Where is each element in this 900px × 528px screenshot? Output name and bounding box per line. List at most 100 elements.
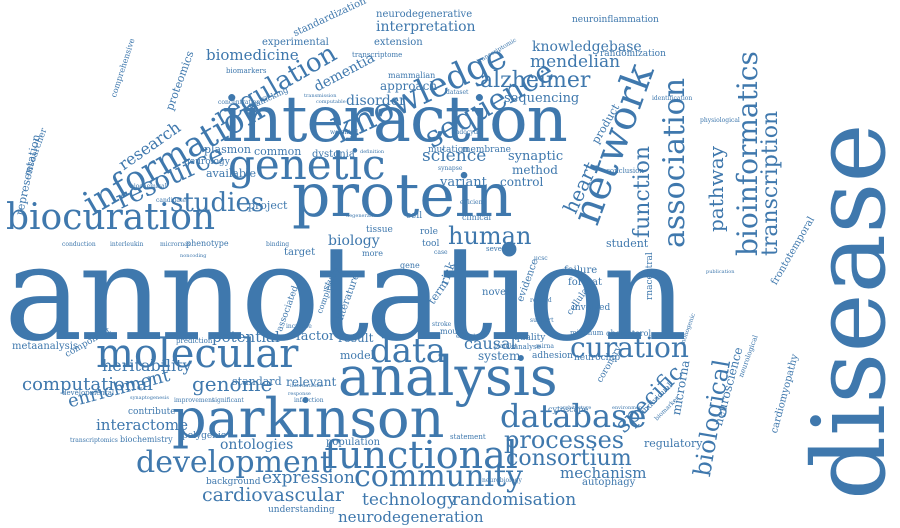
word-available: available [206, 167, 256, 180]
word-neurochip: neurochip [574, 353, 621, 363]
word-processes: processes [504, 426, 625, 454]
word-synapse: synapse [438, 165, 463, 172]
word-computable: computable [316, 99, 346, 105]
word-model: model [340, 349, 375, 362]
word-transcriptome: transcriptome [352, 51, 403, 59]
word-analysis: analysis [338, 345, 558, 408]
word-system: system [478, 349, 521, 363]
word-student: student [606, 237, 649, 250]
word-architecture: architecture [560, 405, 592, 411]
word-biomedicine: biomedicine [206, 46, 299, 64]
word-mechanism: mechanism [560, 464, 647, 482]
word-identification: identification [652, 95, 693, 102]
word-metaanalysis: metaanalysis [12, 341, 79, 352]
word-conclusion: conclusion [606, 167, 644, 175]
word-related: related [530, 297, 552, 304]
word-more: more [362, 249, 383, 258]
word-significant: significant [212, 397, 244, 404]
word-support: support [530, 317, 554, 324]
word-biology: biology [328, 233, 380, 249]
word-mirna: mirna [536, 343, 554, 350]
word-membrane: membrane [462, 145, 511, 155]
word-relevant: relevant [286, 375, 337, 389]
word-ucsc: ucsc [534, 255, 548, 262]
word-data: data [370, 331, 446, 371]
word-population: population [326, 437, 381, 448]
word-heritability: heritability [102, 356, 192, 375]
word-mutation: mutation [428, 145, 470, 155]
word-mammalian: mammalian [388, 71, 436, 80]
word-method: method [512, 163, 558, 177]
word-molecular: molecular [96, 331, 299, 377]
word-adhesion: adhesion [532, 351, 573, 361]
word-cytoscape: cytoscape [548, 405, 589, 414]
word-biochemistry: biochemistry [120, 435, 173, 444]
word-variant: variant [440, 175, 487, 190]
word-candidate: candidate [156, 197, 186, 204]
word-pathway: pathway [704, 146, 728, 232]
word-mouse: mouse [440, 327, 467, 336]
word-cholesterol: cholesterol [606, 329, 651, 338]
word-extension: extension [374, 37, 423, 48]
word-disease: disease [791, 123, 900, 500]
word-response: response [288, 391, 311, 397]
word-target: target [284, 247, 316, 258]
word-alzheimer: alzheimer [480, 68, 591, 93]
word-analyse: analyse [514, 343, 541, 351]
word-involved: involved [572, 303, 611, 313]
word-factor: factor [296, 329, 336, 344]
word-ontologies: ontologies [220, 437, 294, 453]
word-expert: expert [456, 333, 476, 340]
word-polygenic: polygenic [182, 431, 226, 441]
word-statement: statement [450, 433, 486, 441]
word-computational: computational [22, 374, 153, 395]
word-cardiovascular: cardiovascular [202, 484, 344, 506]
word-technology: technology [362, 490, 457, 510]
word-novel: novel [482, 287, 510, 298]
word-causal: causal [464, 334, 516, 353]
word-control: control [500, 175, 544, 189]
word-environment: environment [612, 405, 645, 411]
word-conduction: conduction [62, 241, 96, 248]
word-dystonia: dystonia [312, 149, 355, 160]
word-neurodegeneration: neurodegeneration [338, 508, 484, 526]
word-transcriptomics: transcriptomics [70, 437, 118, 444]
word-proteomics: proteomics [163, 49, 197, 113]
word-neurobiology: neurobiology [482, 477, 522, 484]
word-protein: protein [292, 161, 513, 231]
word-curation: curation [570, 331, 689, 364]
word-failure: failure [564, 265, 598, 276]
word-background: background [206, 477, 261, 487]
word-neurology: neurology [184, 157, 230, 167]
word-noncoding: noncoding [180, 253, 207, 259]
word-rnacentral: rnacentral [645, 252, 655, 300]
word-functional: functional [324, 433, 518, 477]
word-understanding: understanding [268, 505, 335, 515]
word-development: development [136, 445, 333, 480]
word-annotation: annotation [4, 217, 688, 371]
word-association: association [657, 77, 692, 248]
word-biochemical: biochemical [130, 183, 167, 190]
word-transmission: transmission [304, 93, 337, 99]
word-interleukin: interleukin [110, 241, 144, 248]
word-comprehensive: comprehensive [109, 37, 137, 99]
word-genome: genome [192, 372, 273, 396]
word-autophagy: autophagy [582, 477, 636, 488]
word-interaction: interaction [222, 83, 568, 157]
word-quality: quality [514, 333, 546, 343]
word-tissue: tissue [366, 225, 393, 235]
word-publication: publication [706, 269, 735, 275]
word-neurodegenerative: neurodegenerative [376, 9, 473, 20]
word-infarction: infarction [294, 397, 324, 404]
word-developmental: developmental [62, 389, 115, 397]
word-standard: standard [232, 375, 282, 388]
word-efficient: efficient [460, 199, 485, 206]
word-transcription: transcription [758, 110, 783, 256]
word-endocytic: endocytic [452, 129, 482, 136]
word-approach: approach [380, 79, 438, 93]
word-consortium: consortium [506, 446, 632, 471]
word-concentration: concentration [218, 99, 261, 106]
word-experimental: experimental [262, 37, 329, 48]
word-function: function [630, 145, 655, 238]
